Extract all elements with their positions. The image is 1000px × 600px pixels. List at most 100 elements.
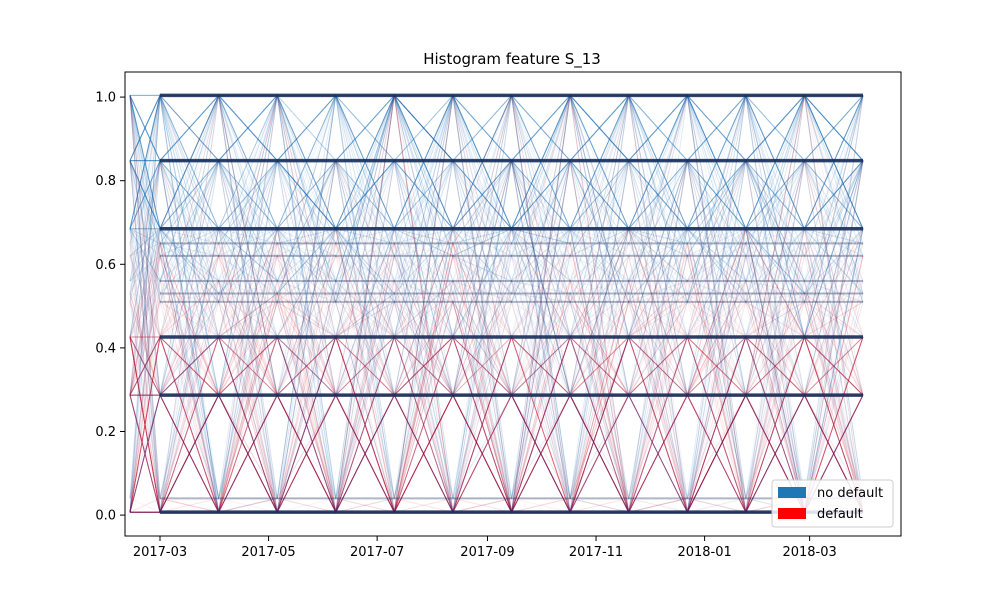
- trace-line: [129, 335, 864, 514]
- trace-line: [130, 242, 863, 514]
- trace-line: [130, 94, 864, 499]
- trace-line: [129, 93, 864, 396]
- trace-line: [129, 226, 864, 514]
- trace-line: [130, 94, 863, 283]
- trace-line: [129, 93, 864, 513]
- trace-line: [129, 93, 864, 513]
- trace-line: [129, 300, 864, 514]
- legend: no default default: [771, 479, 894, 528]
- trace-line: [129, 95, 864, 515]
- trace-line: [129, 255, 864, 514]
- trace-line: [129, 158, 863, 513]
- trace-line: [129, 95, 863, 513]
- trace-line: [130, 227, 863, 514]
- trace-line: [130, 227, 864, 515]
- trace-line: [129, 94, 864, 499]
- trace-line: [130, 335, 864, 514]
- trace-line: [129, 242, 864, 514]
- plot-area: [129, 93, 864, 515]
- trace-line: [130, 336, 863, 514]
- trace-line: [129, 93, 864, 513]
- trace-line: [129, 93, 864, 397]
- trace-line: [129, 94, 863, 499]
- trace-line: [129, 93, 864, 513]
- trace-line: [129, 241, 864, 514]
- trace-line: [129, 335, 864, 514]
- trace-line: [129, 242, 864, 514]
- trace-line: [130, 93, 864, 396]
- trace-line: [129, 94, 864, 303]
- trace-line: [129, 292, 864, 514]
- trace-line: [129, 94, 864, 397]
- trace-line: [129, 255, 863, 513]
- trace-line: [129, 95, 864, 513]
- trace-line: [130, 227, 863, 515]
- trace-line: [129, 94, 864, 513]
- y-axis: 0.0 0.2 0.4 0.6 0.8 1.0: [95, 91, 125, 524]
- trace-line: [129, 94, 864, 339]
- trace-line: [129, 93, 864, 397]
- trace-line: [129, 93, 864, 303]
- trace-line: [129, 242, 863, 514]
- trace-line: [129, 160, 864, 514]
- legend-label-default: default: [817, 507, 863, 522]
- legend-swatch-default: [778, 508, 806, 519]
- trace-line: [129, 93, 863, 500]
- axes-frame: [124, 71, 902, 537]
- trace-line: [129, 160, 863, 514]
- trace-line: [129, 93, 864, 513]
- x-tick-label: 2017-05: [241, 545, 295, 560]
- trace-line: [130, 94, 864, 282]
- trace-line: [129, 93, 864, 513]
- trace-line: [129, 255, 863, 514]
- trace-line: [129, 95, 864, 513]
- trace-line: [130, 94, 863, 513]
- trace-line: [129, 94, 864, 338]
- trace-line: [129, 93, 864, 514]
- trace-line: [129, 158, 864, 513]
- trace-line: [129, 93, 864, 513]
- trace-line: [129, 94, 864, 338]
- trace-line: [129, 242, 863, 514]
- trace-line: [129, 93, 864, 338]
- trace-line: [129, 95, 863, 514]
- trace-line: [130, 94, 864, 513]
- trace-line: [129, 95, 863, 514]
- trace-line: [130, 95, 864, 513]
- trace-line: [129, 254, 864, 514]
- trace-line: [129, 94, 864, 513]
- trace-line: [129, 228, 864, 514]
- trace-line: [129, 94, 864, 339]
- trace-line: [129, 94, 864, 513]
- trace-line: [129, 242, 864, 513]
- trace-line: [129, 227, 863, 514]
- trace-line: [129, 160, 864, 514]
- trace-line: [129, 241, 863, 514]
- trace-line: [130, 227, 864, 514]
- trace-line: [129, 160, 863, 514]
- trace-line: [129, 93, 864, 513]
- level-lines: [160, 93, 863, 514]
- trace-line: [129, 93, 864, 499]
- trace-line: [130, 95, 864, 514]
- trace-line: [129, 300, 864, 514]
- trace-line: [129, 160, 864, 514]
- x-tick-label: 2017-09: [460, 545, 514, 560]
- trace-line: [129, 95, 864, 514]
- trace-line: [129, 242, 864, 515]
- trace-line: [130, 95, 864, 514]
- trace-line: [130, 292, 863, 514]
- trace-line: [129, 242, 864, 513]
- trace-line: [129, 93, 864, 499]
- trace-line: [129, 93, 864, 513]
- trace-line: [129, 254, 864, 514]
- trace-line: [129, 93, 864, 513]
- trace-line: [129, 255, 864, 514]
- y-tick-label: 0.4: [95, 341, 116, 356]
- x-tick-label: 2017-03: [133, 545, 187, 560]
- trace-line: [129, 160, 864, 514]
- trace-line: [130, 93, 863, 339]
- trace-line: [129, 94, 864, 304]
- trace-line: [129, 94, 864, 499]
